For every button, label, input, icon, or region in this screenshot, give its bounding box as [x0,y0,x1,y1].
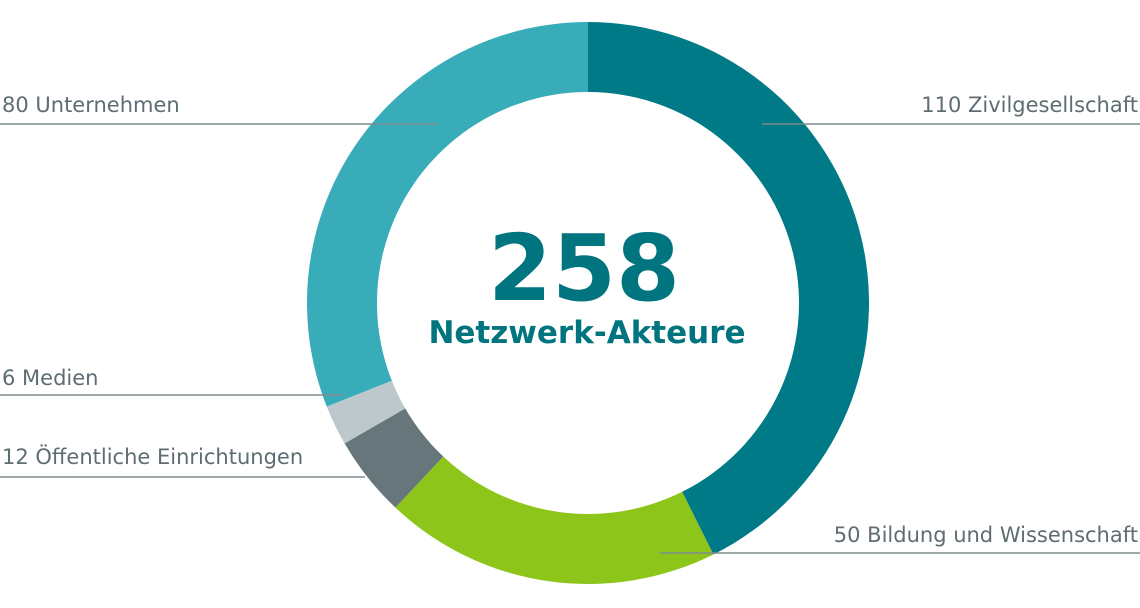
segment-label: 80 Unternehmen [2,93,180,117]
segment-label: 6 Medien [2,366,98,390]
donut-segment [326,380,406,444]
segment-label: 12 Öffentliche Einrichtungen [2,444,303,469]
donut-segment [588,22,869,555]
segment-label: 110 Zivilgesellschaft [921,93,1138,117]
center-value: 258 [488,215,680,322]
donut-segment [306,22,588,407]
center-label: Netzwerk-Akteure [428,315,745,351]
segment-label: 50 Bildung und Wissenschaft [834,523,1138,547]
donut-segment [344,408,444,508]
donut-segment [395,456,714,584]
